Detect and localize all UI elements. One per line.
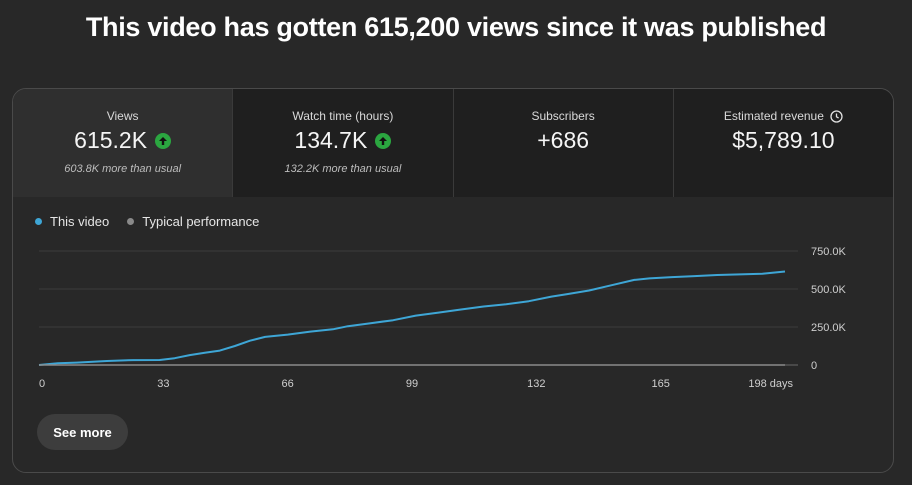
legend-dot [127,218,135,225]
metric-label-row: Estimated revenue [674,109,893,123]
chart-legend: This video Typical performance [35,214,259,229]
x-tick-label: 165 [651,378,669,390]
metric-views[interactable]: Views 615.2K 603.8K more than usual [13,89,234,197]
metric-label: Watch time (hours) [292,109,394,123]
arrow-up-icon [155,132,172,149]
metrics-row: Views 615.2K 603.8K more than usual Watc… [13,89,893,197]
metric-estimated-revenue[interactable]: Estimated revenue $5,789.10 [673,89,893,197]
metric-value: +686 [537,127,590,153]
series-line-this-video [38,270,786,366]
y-tick-label: 750.0K [811,246,847,258]
y-tick-label: 250.0K [811,322,847,334]
legend-item-typical: Typical performance [127,214,259,229]
metric-value-row: $5,789.10 [674,127,893,154]
page-headline: This video has gotten 615,200 views sinc… [85,12,827,42]
x-tick-label: 99 [406,378,418,390]
views-line-chart: 0 250.0K 500.0K 750.0K 0 33 66 99 132 165 198 days [38,246,847,390]
metric-note: 603.8K more than usual [64,163,182,175]
y-tick-label: 0 [811,360,817,372]
metric-note: 132.2K more than usual [284,163,402,175]
metric-value: $5,789.10 [732,127,835,153]
metric-label: Estimated revenue [723,109,824,123]
see-more-button[interactable]: See more [37,414,128,450]
metric-label: Subscribers [531,109,595,123]
x-tick-label: 0 [39,378,45,390]
metric-value-row: 134.7K [233,127,452,154]
legend-dot [35,218,42,225]
x-tick-label: 33 [157,378,169,390]
metric-value-row: +686 [454,127,673,154]
metric-value: 615.2K [74,127,148,153]
metric-value-row: 615.2K [13,127,232,154]
metric-subscribers[interactable]: Subscribers +686 [453,89,674,197]
y-tick-label: 500.0K [811,284,847,296]
arrow-up-icon [375,132,392,149]
x-tick-label: 198 days [748,378,793,390]
legend-label: This video [50,214,110,229]
metric-label: Views [106,109,139,123]
x-tick-label: 66 [282,378,294,390]
legend-item-this-video: This video [35,214,109,229]
x-tick-label: 132 [527,378,545,390]
analytics-card: Views 615.2K 603.8K more than usual Watc… [12,88,894,473]
clock-icon [830,109,843,123]
metric-value: 134.7K [294,127,368,153]
legend-label: Typical performance [142,214,260,229]
metric-watch-time[interactable]: Watch time (hours) 134.7K 132.2K more th… [233,89,454,197]
